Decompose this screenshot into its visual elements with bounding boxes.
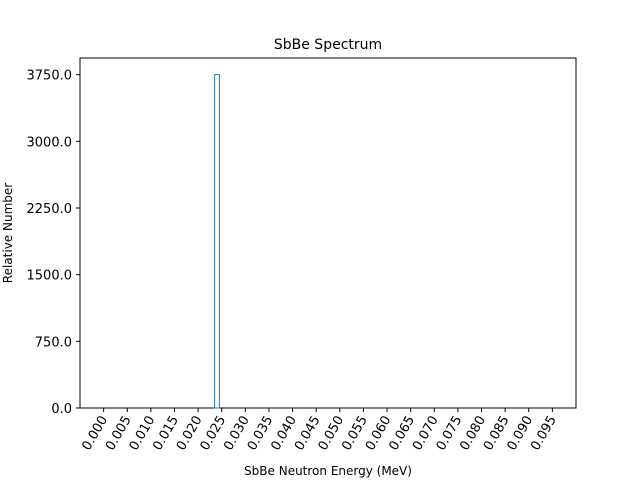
y-tick-label: 2250.0	[27, 202, 73, 217]
y-axis: 0.0 750.0 1500.0 2250.0 3000.0 3750.0	[27, 69, 80, 417]
y-tick-label: 3000.0	[27, 135, 73, 150]
y-axis-label: Relative Number	[1, 183, 15, 283]
bar-0	[214, 74, 220, 409]
bars	[214, 74, 220, 409]
y-tick-label: 0.0	[51, 402, 72, 417]
x-axis-label: SbBe Neutron Energy (MeV)	[244, 464, 412, 478]
y-tick-label: 3750.0	[27, 69, 73, 84]
axes-frame	[79, 57, 577, 409]
y-tick-label: 1500.0	[27, 269, 73, 284]
chart-title: SbBe Spectrum	[274, 37, 382, 53]
plot-area	[79, 57, 577, 409]
y-tick-label: 750.0	[35, 335, 72, 350]
